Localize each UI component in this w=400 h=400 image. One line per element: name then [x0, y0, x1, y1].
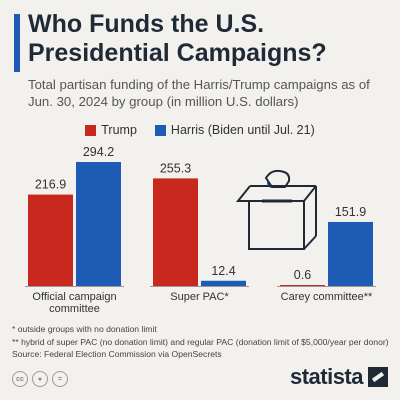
bars-group — [28, 162, 373, 286]
bar-trump-carey-committee — [280, 285, 325, 286]
bar-harris-official-campaign-committee — [76, 162, 121, 286]
chart-subtitle: Total partisan funding of the Harris/Tru… — [28, 77, 370, 109]
value-label-trump-official-campaign-committee: 216.9 — [35, 178, 66, 192]
category-label-official-campaign-committee: committee — [49, 303, 100, 315]
chart-title: Who Funds the U.S. Presidential Campaign… — [28, 10, 327, 67]
no-derivatives-icon: = — [52, 371, 68, 387]
value-label-harris-super-pac: 12.4 — [211, 264, 235, 278]
creative-commons-icon: cc — [12, 371, 28, 387]
legend-item-trump: Trump — [85, 123, 137, 137]
category-label-carey-committee: Carey committee** — [281, 291, 373, 303]
footnote-hybrid-pac: ** hybrid of super PAC (no donation limi… — [12, 336, 389, 347]
bar-trump-official-campaign-committee — [28, 194, 73, 286]
bar-harris-super-pac — [201, 280, 246, 286]
title-accent-bar — [14, 14, 20, 72]
statista-logo-icon — [368, 367, 388, 387]
license-icons: cc ● = — [12, 371, 68, 387]
legend-item-harris: Harris (Biden until Jul. 21) — [154, 123, 315, 137]
legend-label-harris: Harris (Biden until Jul. 21) — [170, 123, 315, 137]
value-label-trump-super-pac: 255.3 — [160, 161, 191, 175]
bar-harris-carey-committee — [328, 221, 373, 286]
source-note: Source: Federal Election Commission via … — [12, 349, 222, 359]
category-label-official-campaign-committee: Official campaign — [32, 291, 116, 303]
attribution-icon: ● — [32, 371, 48, 387]
legend-swatch-harris — [154, 124, 166, 136]
legend-label-trump: Trump — [101, 123, 137, 137]
footnotes: * outside groups with no donation limit … — [12, 323, 392, 361]
chart-legend: Trump Harris (Biden until Jul. 21) — [0, 123, 400, 137]
value-labels-group: 216.9 294.2 255.3 12.4 0.6 151.9 — [35, 145, 366, 282]
ballot-box-icon — [235, 169, 317, 250]
bar-trump-super-pac — [153, 178, 198, 286]
legend-swatch-trump — [85, 124, 97, 136]
brand-name: statista — [289, 364, 364, 389]
footnote-super-pac: * outside groups with no donation limit — [12, 324, 157, 334]
value-label-trump-carey-committee: 0.6 — [294, 268, 311, 282]
value-label-harris-official-campaign-committee: 294.2 — [83, 145, 114, 159]
category-label-super-pac: Super PAC* — [170, 291, 229, 303]
statista-logo[interactable]: statista — [290, 364, 388, 390]
value-label-harris-carey-committee: 151.9 — [335, 205, 366, 219]
